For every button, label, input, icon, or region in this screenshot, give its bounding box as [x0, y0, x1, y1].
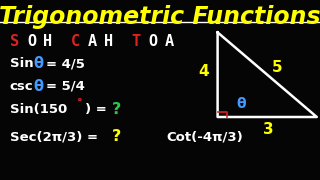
Text: ) =: ) =: [85, 103, 107, 116]
Text: θ: θ: [34, 56, 44, 71]
Text: Cot(-4π/3): Cot(-4π/3): [166, 130, 243, 143]
Text: A: A: [165, 34, 174, 49]
Text: S: S: [10, 34, 19, 49]
Text: 3: 3: [263, 122, 274, 137]
Text: 5: 5: [271, 60, 282, 75]
Text: Sec(2π/3) =: Sec(2π/3) =: [10, 130, 98, 143]
Text: ?: ?: [112, 102, 121, 117]
Text: C: C: [70, 34, 80, 49]
Text: θ: θ: [237, 97, 246, 111]
Text: Sin: Sin: [10, 57, 33, 70]
Text: °: °: [77, 98, 83, 108]
Text: θ: θ: [34, 79, 44, 94]
Text: Sin(150: Sin(150: [10, 103, 67, 116]
Text: Trigonometric Functions: Trigonometric Functions: [0, 5, 320, 29]
Text: A: A: [88, 34, 97, 49]
Text: 4: 4: [198, 64, 209, 80]
Text: T: T: [131, 34, 140, 49]
Text: O: O: [27, 34, 36, 49]
Text: = 4/5: = 4/5: [46, 57, 85, 70]
Text: H: H: [43, 34, 52, 49]
Text: = 5/4: = 5/4: [46, 80, 85, 93]
Text: ?: ?: [112, 129, 121, 144]
Text: O: O: [149, 34, 158, 49]
Text: csc: csc: [10, 80, 33, 93]
Text: H: H: [104, 34, 113, 49]
